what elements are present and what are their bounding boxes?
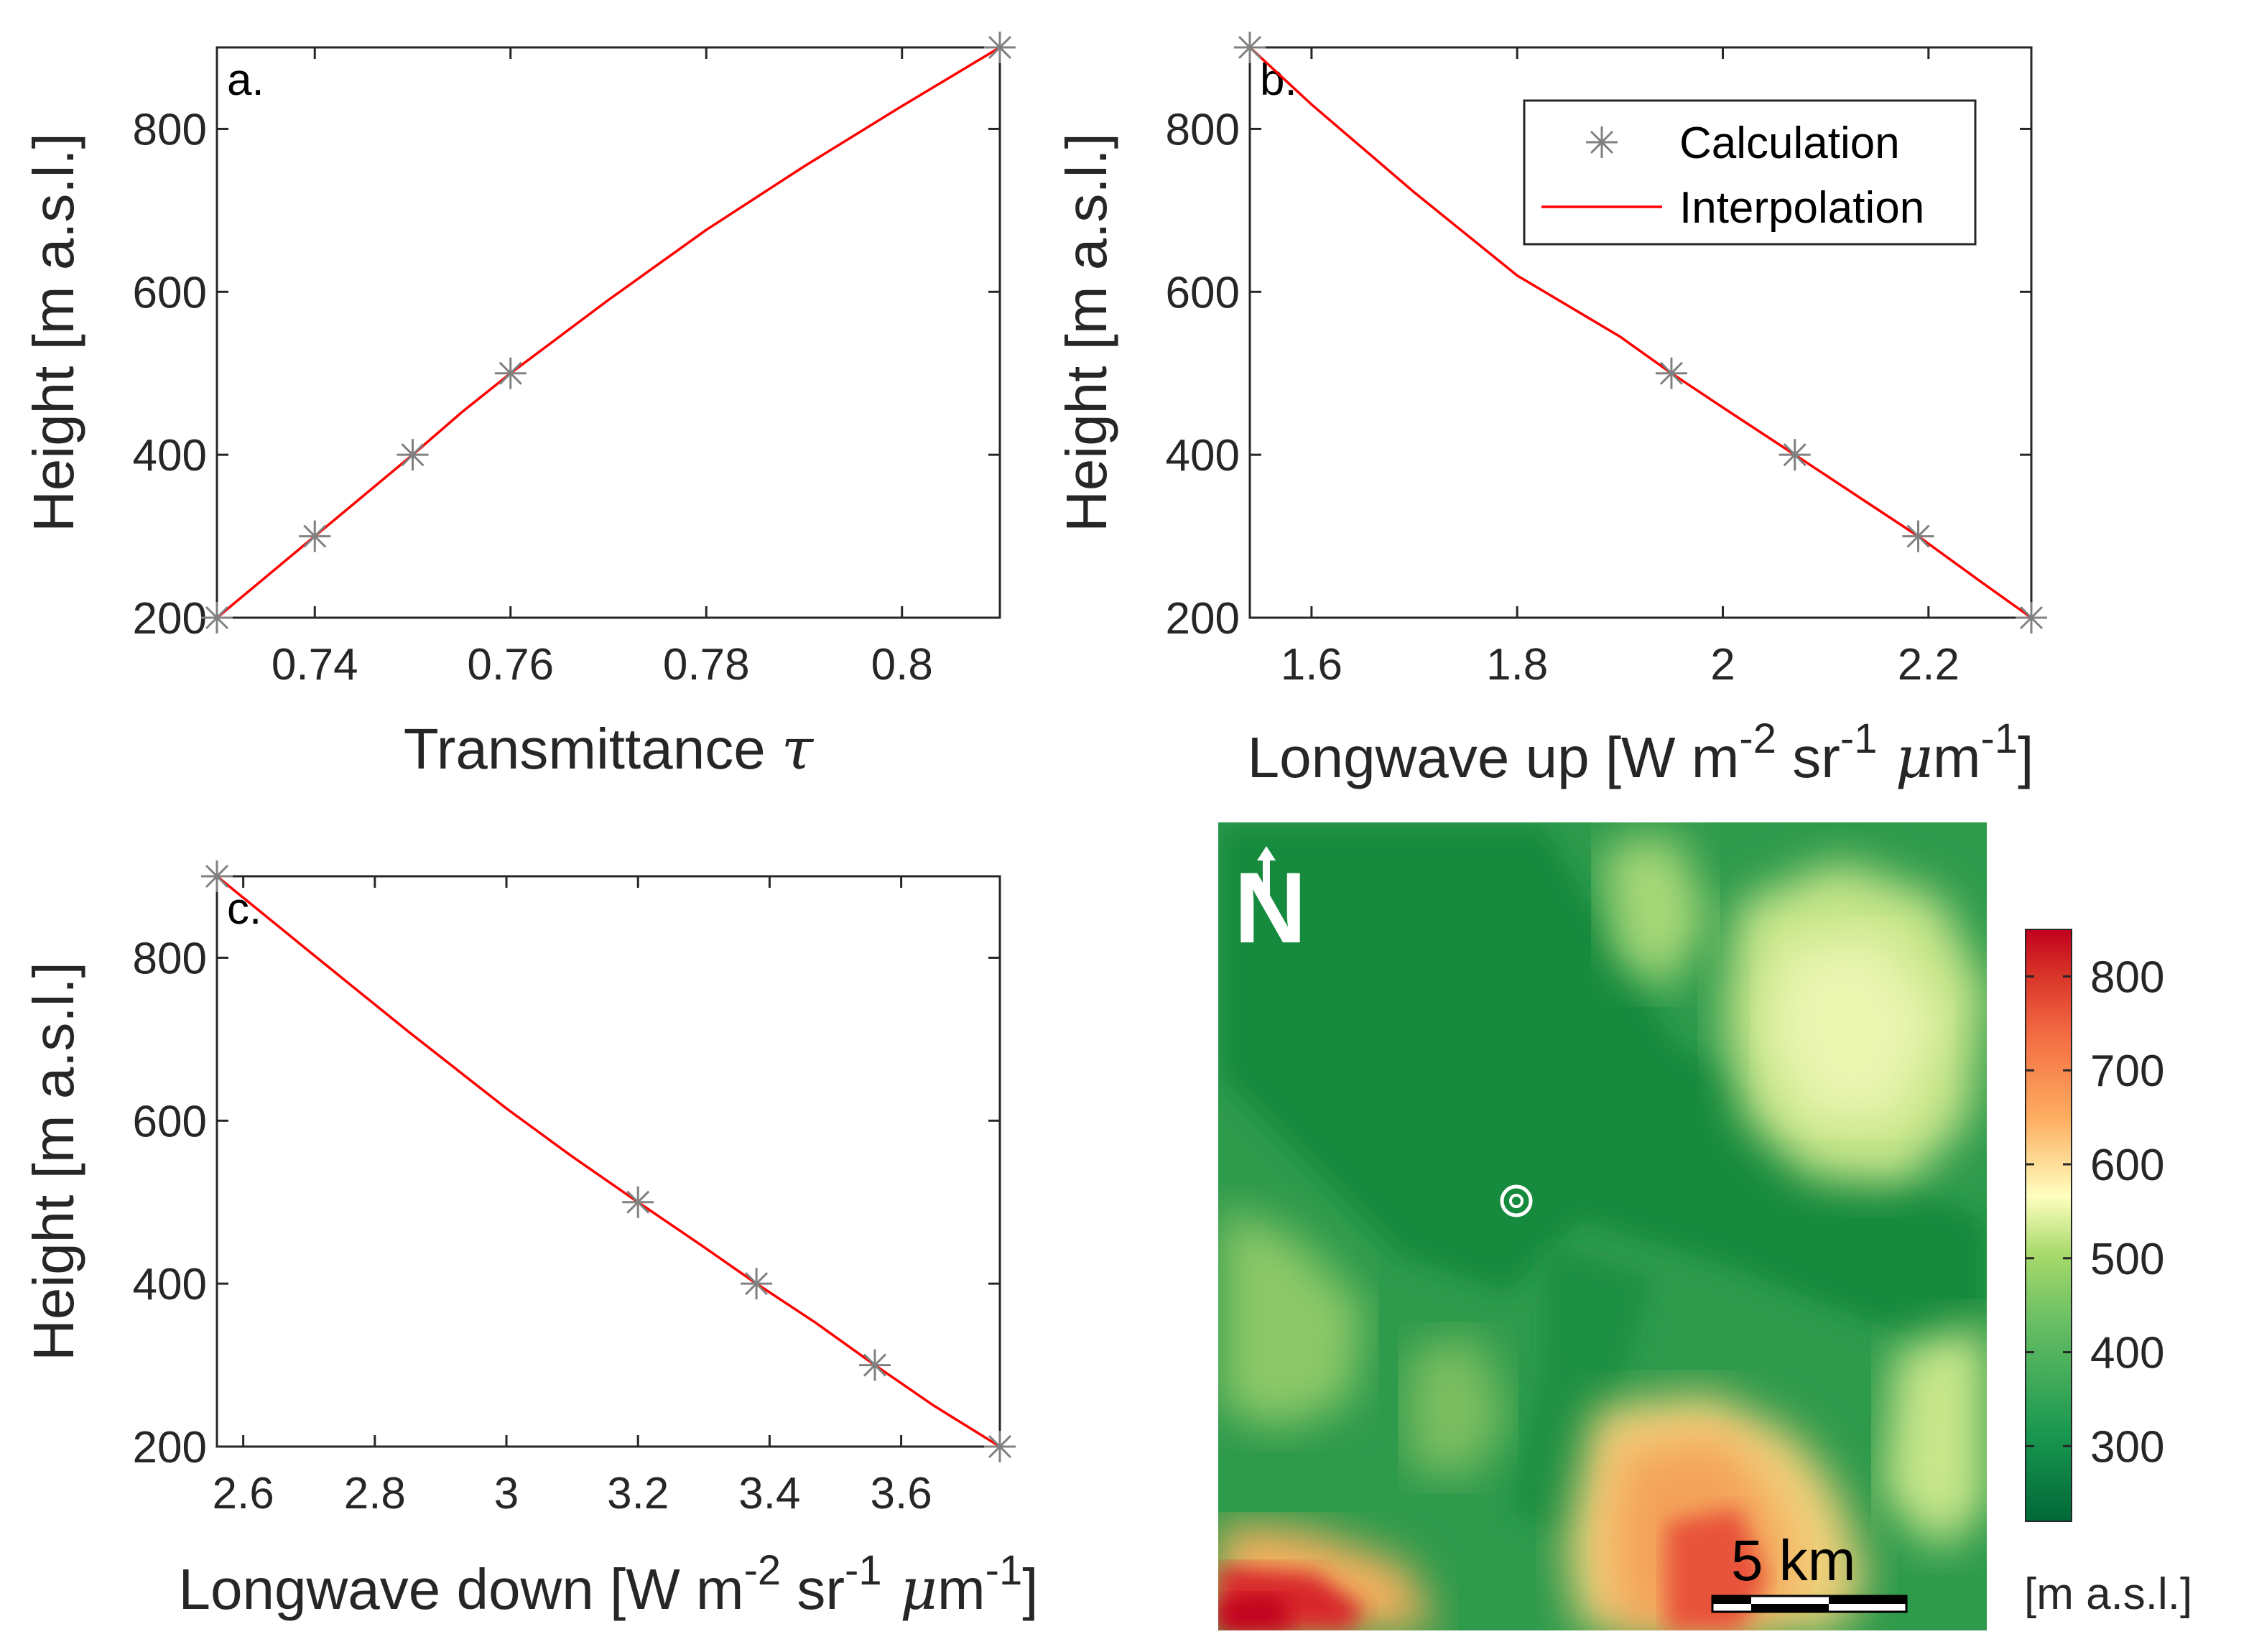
x-tick-label: 1.6: [1281, 640, 1342, 690]
x-tick-label: 3.2: [607, 1469, 669, 1518]
calculation-point: [984, 1431, 1016, 1462]
legend: Calculation Interpolation: [1523, 99, 1977, 246]
x-axis-label-text: Transmittance: [404, 717, 782, 781]
x-tick-label: 2.2: [1898, 640, 1960, 690]
calculation-point: [201, 602, 233, 634]
x-tick-label: 2.6: [213, 1469, 274, 1518]
calculation-point: [1778, 439, 1811, 471]
calculation-point: [201, 860, 233, 892]
y-tick-label: 200: [1166, 594, 1240, 644]
panel-a: 0.74 0.76 0.78 0.8 200 400 600 800 Height [m a.s…: [22, 32, 1016, 782]
unit-mu: μ: [882, 1556, 937, 1623]
unit-exp-2: -1: [845, 1547, 882, 1594]
x-tick-label: 0.8: [871, 640, 933, 690]
y-tick-label: 200: [133, 1423, 207, 1472]
y-tick-label: 400: [133, 1260, 207, 1309]
interpolation-line: [215, 875, 1001, 1448]
elevation-map: N 5 km 300 400 500 600 700 800 [m a.s.l.]: [1218, 822, 2192, 1630]
calculation-point: [1234, 32, 1266, 63]
x-tick-label: 0.78: [663, 640, 750, 690]
x-axis-label-text: Longwave down [W m: [179, 1557, 744, 1621]
y-tick-label: 800: [1166, 105, 1240, 154]
legend-box: [1523, 99, 1977, 246]
panel-label: a.: [227, 55, 264, 105]
calculation-point: [741, 1268, 773, 1300]
panel-c: 2.6 2.8 3 3.2 3.4 3.6 200 400 600 800 Height [m a.…: [22, 860, 1038, 1623]
scale-label: 5 km: [1731, 1528, 1855, 1592]
x-tick-label: 3: [494, 1469, 519, 1518]
y-tick-label: 600: [133, 1097, 207, 1146]
unit-close: ]: [2018, 725, 2033, 789]
colorbar-tick-label: 500: [2090, 1235, 2164, 1284]
x-axis-label: Longwave down [W m-2 sr-1 μm-1]: [179, 1547, 1039, 1623]
north-label: N: [1234, 851, 1307, 964]
y-tick-label: 800: [133, 105, 207, 154]
x-tick-label: 2.8: [344, 1469, 406, 1518]
x-tick-label: 0.76: [467, 640, 554, 690]
colorbar-tick-label: 300: [2090, 1422, 2164, 1472]
unit-close: ]: [1022, 1557, 1038, 1621]
x-axis-symbol: τ: [782, 715, 815, 782]
panel-b: 1.6 1.8 2 2.2 200 400 600 800 Height [m a.s.l.] L…: [1054, 32, 2047, 791]
unit-sr: sr: [1776, 725, 1840, 789]
colorbar-tick-label: 400: [2090, 1329, 2164, 1378]
y-axis-label: Height [m a.s.l.]: [22, 133, 85, 532]
unit-exp-1: -2: [1739, 715, 1776, 762]
y-tick-label: 400: [1166, 431, 1240, 481]
calculation-point: [396, 439, 429, 471]
unit-exp-2: -1: [1840, 715, 1878, 762]
north-arrow-icon: N: [1234, 846, 1307, 964]
y-tick-label: 800: [133, 934, 207, 983]
x-tick-label: 3.4: [738, 1469, 800, 1518]
calculation-point: [299, 520, 331, 552]
y-axis-label: Height [m a.s.l.]: [1054, 133, 1118, 532]
calculation-point: [1902, 520, 1934, 552]
x-axis-label: Transmittance τ: [404, 715, 815, 782]
x-tick-label: 2: [1710, 640, 1735, 690]
colorbar: 300 400 500 600 700 800 [m a.s.l.]: [2024, 929, 2192, 1619]
x-tick-label: 0.74: [272, 640, 358, 690]
calculation-point: [1655, 357, 1687, 389]
scale-bar: 5 km: [1711, 1528, 1908, 1613]
calculation-point: [2016, 602, 2047, 634]
legend-entry-interpolation: Interpolation: [1679, 183, 1924, 233]
unit-exp-1: -2: [744, 1547, 782, 1594]
calculation-point: [622, 1186, 654, 1218]
plot-area: [215, 875, 1001, 1448]
colorbar-tick-label: 800: [2090, 952, 2164, 1002]
legend-asterisk-icon: [1586, 126, 1618, 158]
unit-sr: sr: [781, 1557, 845, 1621]
unit-m: m: [937, 1557, 985, 1621]
y-tick-label: 200: [133, 594, 207, 644]
colorbar-tick-label: 700: [2090, 1047, 2164, 1096]
legend-entry-calculation: Calculation: [1679, 119, 1900, 168]
x-tick-label: 3.6: [871, 1469, 932, 1518]
unit-exp-3: -1: [1981, 715, 2018, 762]
x-axis-label-text: Longwave up [W m: [1248, 725, 1740, 789]
colorbar-tick-label: 600: [2090, 1141, 2164, 1190]
unit-m: m: [1933, 725, 1981, 789]
plot-area: [215, 46, 1001, 619]
station-marker: [1500, 1184, 1533, 1217]
y-axis-label: Height [m a.s.l.]: [22, 962, 85, 1361]
unit-mu: μ: [1877, 724, 1932, 791]
y-tick-label: 400: [133, 431, 207, 481]
x-tick-label: 1.8: [1486, 640, 1548, 690]
unit-exp-3: -1: [985, 1547, 1023, 1594]
calculation-point: [494, 357, 527, 389]
calculation-point: [858, 1349, 891, 1381]
interpolation-line: [1248, 46, 2033, 619]
colorbar-label: [m a.s.l.]: [2024, 1569, 2192, 1619]
y-tick-label: 600: [133, 268, 207, 317]
x-axis-label: Longwave up [W m-2 sr-1 μm-1]: [1248, 715, 2034, 791]
calculation-point: [984, 32, 1016, 63]
y-tick-label: 600: [1166, 268, 1240, 317]
